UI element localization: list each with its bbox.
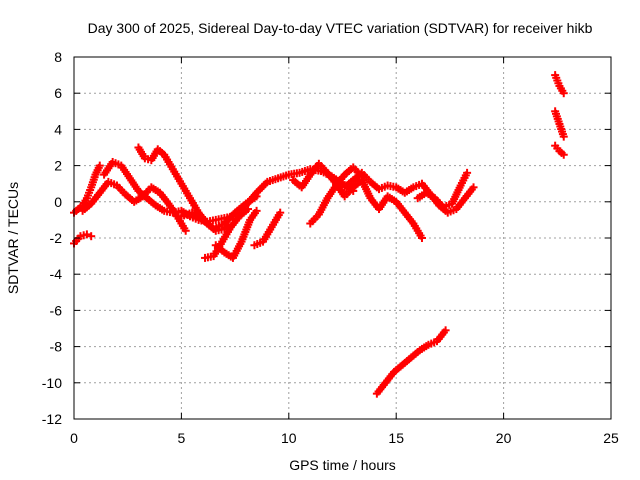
data-point [559,150,568,159]
data-point [463,168,472,177]
y-tick-label: -12 [42,411,62,427]
y-tick-label: 4 [54,121,62,137]
axis-ticks: 0 5 10 15 20 25 -12 -10 -8 -6 -4 -2 0 2 4 6 8 [42,49,619,446]
x-tick-label: 5 [178,430,186,446]
y-tick-label: 8 [54,49,62,65]
x-tick-label: 25 [603,430,619,446]
data-point [95,161,104,170]
data-points [70,71,568,398]
y-tick-label: -10 [42,375,62,391]
grid-layer [74,57,611,419]
x-axis-label: GPS time / hours [289,457,396,473]
data-point [469,183,478,192]
y-tick-label: 0 [54,194,62,210]
data-point [252,206,261,215]
data-point [417,234,426,242]
data-point [82,230,91,239]
data-point [87,232,96,241]
y-tick-label: -8 [50,339,63,355]
data-point [559,132,568,141]
data-point [181,226,190,235]
data-point [441,326,450,335]
x-tick-label: 0 [70,430,78,446]
chart-title: Day 300 of 2025, Sidereal Day-to-day VTE… [88,20,593,36]
x-tick-label: 15 [388,430,404,446]
y-tick-label: -2 [50,230,63,246]
y-tick-label: -6 [50,302,63,318]
data-point [276,208,285,217]
x-tick-label: 20 [496,430,512,446]
y-tick-label: 2 [54,158,62,174]
y-tick-label: -4 [50,266,63,282]
y-axis-label: SDTVAR / TECUs [5,182,21,294]
y-tick-label: 6 [54,85,62,101]
data-point [559,89,568,98]
x-tick-label: 10 [281,430,297,446]
